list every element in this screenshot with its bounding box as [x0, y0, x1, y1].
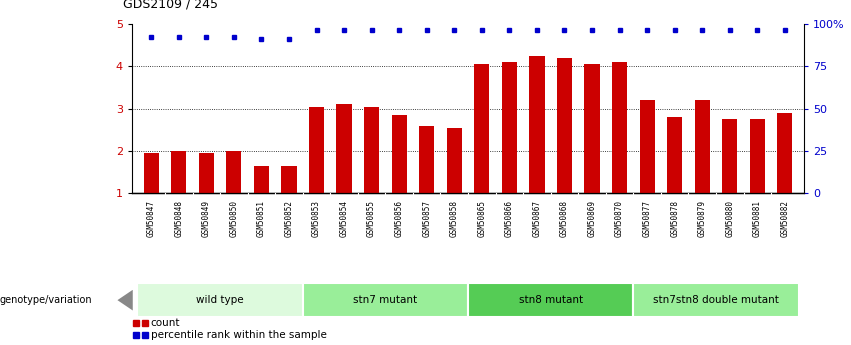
Text: genotype/variation: genotype/variation: [0, 295, 93, 305]
Bar: [612, 62, 627, 193]
Text: wild type: wild type: [197, 295, 244, 305]
Text: stn8 mutant: stn8 mutant: [518, 295, 583, 305]
Text: GSM50882: GSM50882: [780, 200, 790, 237]
Text: GSM50877: GSM50877: [643, 200, 652, 237]
Text: GSM50880: GSM50880: [725, 200, 734, 237]
Bar: [468, 283, 633, 317]
Text: GSM50870: GSM50870: [615, 200, 624, 237]
Bar: [502, 62, 517, 193]
Text: GSM50867: GSM50867: [533, 200, 541, 237]
Bar: [364, 107, 380, 193]
Text: percentile rank within the sample: percentile rank within the sample: [151, 330, 327, 339]
Bar: [226, 151, 242, 193]
Bar: [171, 151, 186, 193]
Bar: [144, 153, 159, 193]
Text: GSM50847: GSM50847: [146, 200, 156, 237]
Bar: [391, 115, 407, 193]
Text: GSM50853: GSM50853: [312, 200, 321, 237]
Text: GSM50866: GSM50866: [505, 200, 514, 237]
Text: GSM50850: GSM50850: [230, 200, 238, 237]
Text: GSM50857: GSM50857: [422, 200, 431, 237]
Bar: [447, 128, 462, 193]
Bar: [420, 126, 434, 193]
Text: GSM50878: GSM50878: [671, 200, 679, 237]
Bar: [282, 166, 296, 193]
Text: GSM50854: GSM50854: [340, 200, 349, 237]
Text: GSM50851: GSM50851: [257, 200, 266, 237]
Text: stn7 mutant: stn7 mutant: [353, 295, 418, 305]
Polygon shape: [117, 290, 133, 310]
Text: GDS2109 / 245: GDS2109 / 245: [123, 0, 219, 10]
Text: GSM50865: GSM50865: [477, 200, 486, 237]
Bar: [254, 166, 269, 193]
Text: GSM50852: GSM50852: [284, 200, 294, 237]
Bar: [336, 105, 351, 193]
Text: GSM50869: GSM50869: [587, 200, 597, 237]
Text: GSM50849: GSM50849: [202, 200, 211, 237]
Bar: [199, 153, 214, 193]
Bar: [633, 283, 799, 317]
Bar: [585, 64, 600, 193]
Bar: [474, 64, 489, 193]
Bar: [303, 283, 468, 317]
Text: GSM50879: GSM50879: [698, 200, 706, 237]
Bar: [722, 119, 737, 193]
Text: stn7stn8 double mutant: stn7stn8 double mutant: [653, 295, 779, 305]
Bar: [750, 119, 765, 193]
Text: GSM50855: GSM50855: [367, 200, 376, 237]
Bar: [777, 113, 792, 193]
Bar: [667, 117, 683, 193]
Text: count: count: [151, 318, 180, 327]
Text: GSM50868: GSM50868: [560, 200, 569, 237]
Bar: [529, 56, 545, 193]
Text: GSM50848: GSM50848: [174, 200, 183, 237]
Bar: [640, 100, 654, 193]
Text: GSM50881: GSM50881: [753, 200, 762, 237]
Bar: [137, 283, 303, 317]
Bar: [557, 58, 572, 193]
Bar: [309, 107, 324, 193]
Bar: [694, 100, 710, 193]
Text: GSM50858: GSM50858: [450, 200, 459, 237]
Text: GSM50856: GSM50856: [395, 200, 403, 237]
